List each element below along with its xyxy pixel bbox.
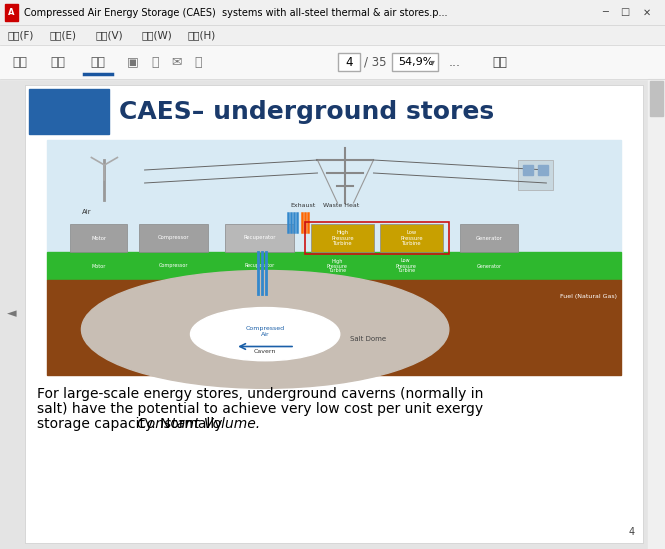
Text: For large-scale energy stores, underground caverns (normally in: For large-scale energy stores, undergrou…: [37, 387, 483, 401]
Text: Low
Pressure
Turbine: Low Pressure Turbine: [395, 259, 416, 273]
Text: 主页: 主页: [13, 55, 27, 69]
Bar: [0, 45, 665, 79]
Text: Constant Volume.: Constant Volume.: [138, 417, 261, 431]
Text: High
Pressure
Turbine: High Pressure Turbine: [331, 230, 354, 246]
Text: ...: ...: [449, 55, 461, 69]
Bar: [517, 160, 553, 190]
Text: Air: Air: [81, 209, 91, 215]
Ellipse shape: [81, 271, 449, 388]
Text: ─: ─: [602, 8, 608, 18]
Bar: [225, 224, 294, 252]
Text: storage capacity. Normally: storage capacity. Normally: [37, 417, 227, 431]
Text: Compressor: Compressor: [158, 264, 188, 268]
Text: salt) have the potential to achieve very low cost per unit exergy: salt) have the potential to achieve very…: [37, 402, 483, 416]
Text: Generator: Generator: [476, 264, 501, 268]
Text: 文件(F): 文件(F): [8, 30, 35, 40]
Bar: [650, 81, 663, 116]
Bar: [0, 79, 648, 549]
Bar: [538, 165, 548, 175]
Text: High
Pressure
Turbine: High Pressure Turbine: [327, 259, 347, 273]
Bar: [311, 224, 374, 252]
Bar: [0, 0, 665, 25]
Bar: [139, 224, 207, 252]
Text: Compressed Air Energy Storage (CAES)  systems with all-steel thermal & air store: Compressed Air Energy Storage (CAES) sys…: [24, 8, 448, 18]
Text: Generator: Generator: [475, 236, 503, 240]
Text: 视图(V): 视图(V): [95, 30, 122, 40]
Bar: [47, 252, 621, 280]
Text: 工具: 工具: [51, 55, 65, 69]
Bar: [0, 25, 665, 45]
Bar: [47, 140, 621, 252]
Text: Salt Dome: Salt Dome: [350, 336, 386, 342]
Bar: [305, 222, 449, 254]
Text: Recuperator: Recuperator: [243, 236, 275, 240]
Bar: [5, 4, 18, 21]
Text: Fuel (Natural Gas): Fuel (Natural Gas): [560, 294, 617, 299]
Bar: [392, 53, 438, 71]
Text: / 35: / 35: [364, 55, 386, 69]
Text: ◄: ◄: [7, 307, 17, 321]
Text: Motor: Motor: [91, 236, 106, 240]
Text: ⬛: ⬛: [151, 55, 159, 69]
Bar: [25, 85, 643, 543]
Bar: [70, 224, 128, 252]
Text: 4: 4: [629, 527, 635, 537]
Text: Compressed
Air: Compressed Air: [245, 326, 285, 337]
Ellipse shape: [190, 307, 340, 361]
Text: 登录: 登录: [493, 55, 507, 69]
Text: Motor: Motor: [92, 264, 106, 268]
Text: 4: 4: [345, 55, 352, 69]
Text: Compressor: Compressor: [158, 236, 189, 240]
Bar: [648, 79, 665, 549]
Bar: [338, 53, 360, 71]
Text: Recuperator: Recuperator: [244, 264, 275, 268]
Text: Low
Pressure
Turbine: Low Pressure Turbine: [400, 230, 423, 246]
Text: A: A: [8, 8, 15, 17]
Bar: [47, 280, 621, 375]
Bar: [460, 224, 517, 252]
Bar: [380, 224, 443, 252]
Text: Cavern: Cavern: [254, 349, 277, 354]
Text: 文档: 文档: [90, 55, 106, 69]
Text: Waste Heat: Waste Heat: [323, 203, 359, 208]
Bar: [29, 89, 109, 134]
Text: ✉: ✉: [171, 55, 182, 69]
Text: 窗口(W): 窗口(W): [142, 30, 173, 40]
Text: ▣: ▣: [127, 55, 139, 69]
Text: ✕: ✕: [643, 8, 651, 18]
Text: 54,9%: 54,9%: [398, 57, 434, 67]
Text: CAES– underground stores: CAES– underground stores: [119, 99, 494, 124]
Text: ⌕: ⌕: [194, 55, 201, 69]
Text: □: □: [620, 8, 630, 18]
Text: ▾: ▾: [430, 57, 434, 67]
Bar: [523, 165, 533, 175]
Text: Exhaust: Exhaust: [290, 203, 315, 208]
Text: 编辑(E): 编辑(E): [50, 30, 77, 40]
Text: 帮助(H): 帮助(H): [188, 30, 216, 40]
